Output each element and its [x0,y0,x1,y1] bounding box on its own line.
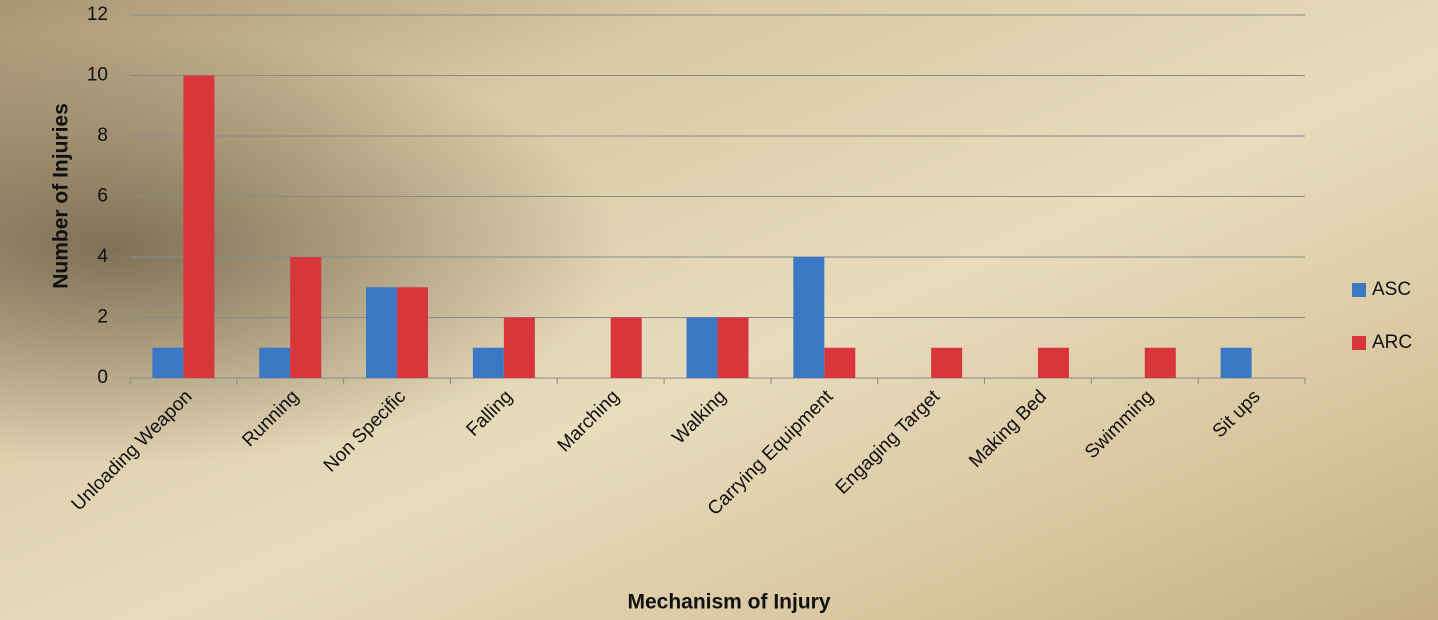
y-tick-label: 6 [97,186,108,207]
bar [152,348,183,378]
y-tick-label: 10 [87,65,108,86]
bar [611,318,642,379]
bar [793,257,824,378]
legend-label: ASC [1372,279,1411,300]
bar [718,318,749,379]
x-axis-title: Mechanism of Injury [627,591,830,614]
bar [504,318,535,379]
bar [1221,348,1252,378]
y-tick-label: 4 [97,246,108,267]
y-tick-label: 8 [97,125,108,146]
y-tick-label: 2 [97,307,108,328]
y-tick-label: 12 [87,4,108,25]
chart: Mechanism of Injury Number of Injuries 0… [0,0,1438,620]
bar [1038,348,1069,378]
y-tick-label: 0 [97,367,108,388]
bar [687,318,718,379]
background-shade [0,0,1438,620]
bar [397,287,428,378]
bar [259,348,290,378]
page: Mechanism of Injury Number of Injuries 0… [0,0,1438,620]
legend-swatch [1352,283,1366,297]
bar [931,348,962,378]
bar [1145,348,1176,378]
bar [473,348,504,378]
legend-label: ARC [1372,332,1412,353]
bar [824,348,855,378]
bar [183,76,214,379]
legend-swatch [1352,336,1366,350]
y-axis-title: Number of Injuries [50,103,73,289]
bar [290,257,321,378]
bar [366,287,397,378]
